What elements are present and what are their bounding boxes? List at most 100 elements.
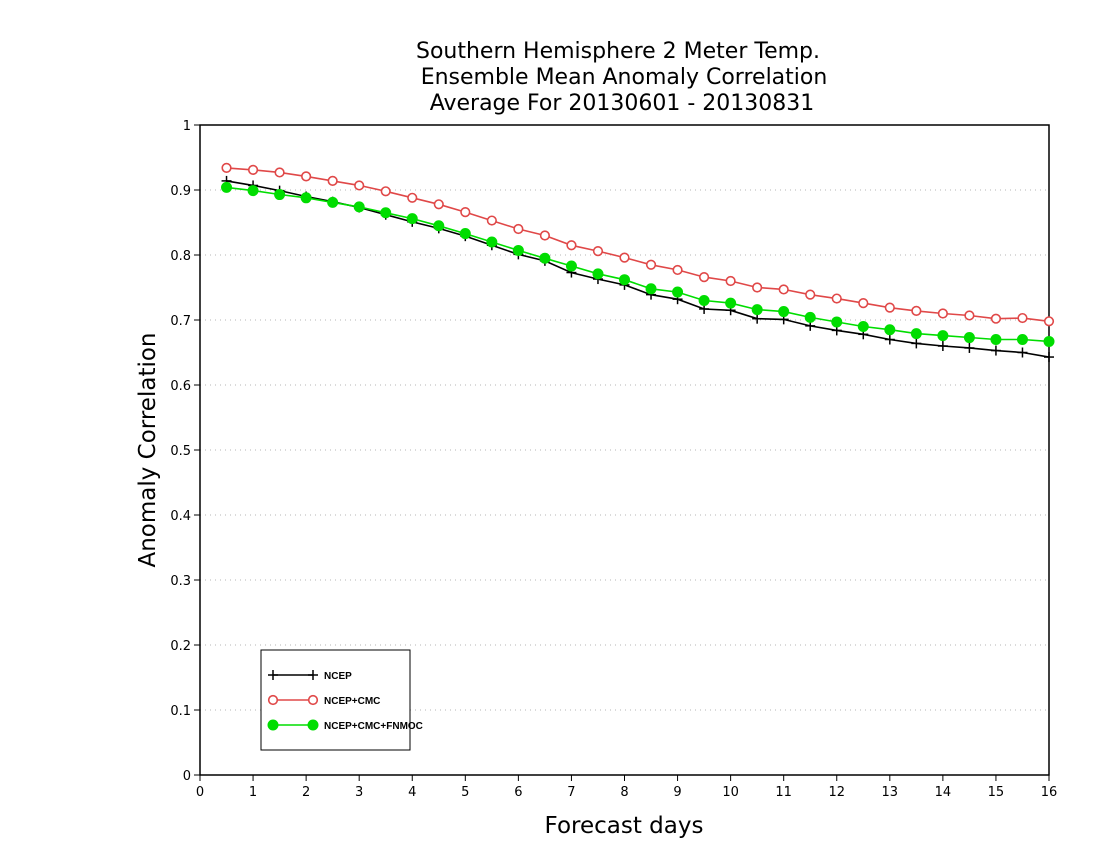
y-tick-label: 0.9 (170, 184, 191, 199)
data-point-filled-circle (247, 185, 259, 197)
axis-ticks: 00.10.20.30.40.50.60.70.80.910 1 2 3 4 5 6 7 8 9 1… (170, 119, 1057, 800)
data-point-filled-circle (459, 228, 471, 240)
legend-label: NCEP (324, 671, 352, 682)
data-point-plus (308, 670, 318, 680)
data-point-filled-circle (221, 181, 233, 193)
data-point-open-circle (407, 192, 418, 203)
x-tick-label: 1 (249, 785, 257, 800)
data-point-filled-circle (353, 201, 365, 213)
chart-title-line-3: Average For 20130601 - 20130831 (430, 91, 815, 116)
x-tick-label: 12 (828, 785, 845, 800)
data-point-open-circle (354, 180, 365, 191)
data-point-open-circle (221, 162, 232, 173)
data-point-plus (884, 334, 895, 345)
x-tick-label: 15 (988, 785, 1005, 800)
data-point-open-circle (301, 171, 312, 182)
data-point-filled-circle (327, 196, 339, 208)
data-point-filled-circle (1016, 334, 1028, 345)
y-tick-label: 1 (183, 119, 191, 134)
y-tick-label: 0.5 (170, 444, 191, 459)
data-point-open-circle (831, 293, 842, 304)
x-tick-label: 8 (620, 785, 628, 800)
data-point-plus (990, 345, 1001, 356)
data-point-open-circle (672, 264, 683, 276)
y-tick-label: 0.4 (170, 509, 191, 524)
y-tick-label: 0.6 (170, 379, 191, 394)
data-point-open-circle (725, 275, 736, 287)
data-point-filled-circle (619, 274, 630, 286)
y-tick-label: 0.1 (170, 704, 191, 719)
x-axis-title: Forecast days (545, 813, 704, 839)
data-point-open-circle (247, 164, 259, 175)
legend-entry: NCEP+CMC (267, 694, 380, 707)
y-axis-title: Anomaly Correlation (135, 332, 161, 567)
data-point-filled-circle (725, 297, 737, 309)
data-point-filled-circle (937, 330, 949, 342)
data-point-filled-circle (433, 220, 445, 232)
data-point-filled-circle (486, 236, 498, 248)
data-point-plus (1017, 347, 1028, 358)
series-line (226, 167, 1050, 323)
data-point-filled-circle (1043, 335, 1055, 347)
data-point-filled-circle (267, 719, 279, 731)
data-point-open-circle (1043, 316, 1055, 327)
data-point-filled-circle (380, 207, 392, 219)
data-point-filled-circle (539, 252, 551, 264)
data-point-filled-circle (406, 213, 418, 225)
y-tick-label: 0.7 (170, 314, 191, 329)
x-tick-label: 2 (302, 785, 310, 800)
data-point-filled-circle (963, 332, 975, 344)
data-point-open-circle (307, 694, 319, 706)
data-point-filled-circle (300, 192, 312, 204)
data-point-open-circle (327, 175, 338, 186)
y-tick-label: 0.8 (170, 249, 191, 264)
data-point-open-circle (460, 207, 471, 218)
data-point-open-circle (267, 694, 279, 706)
x-tick-label: 11 (775, 785, 792, 800)
data-point-open-circle (619, 252, 630, 263)
x-tick-label: 4 (408, 785, 416, 800)
data-point-filled-circle (645, 283, 657, 295)
data-point-open-circle (937, 308, 948, 319)
legend-entry: NCEP (268, 670, 352, 682)
data-point-filled-circle (751, 304, 763, 316)
data-point-filled-circle (884, 324, 896, 336)
y-tick-label: 0.3 (170, 574, 191, 589)
chart-title-line-1: Southern Hemisphere 2 Meter Temp. (416, 39, 820, 64)
data-point-plus (752, 313, 763, 324)
data-point-open-circle (486, 215, 497, 226)
data-point-open-circle (778, 284, 789, 295)
data-point-open-circle (380, 186, 391, 197)
data-point-filled-circle (274, 189, 286, 201)
data-point-open-circle (274, 167, 285, 178)
data-point-open-circle (539, 230, 551, 241)
legend-entry: NCEP+CMC+FNMOC (267, 719, 423, 732)
data-point-plus (911, 338, 922, 349)
data-point-plus (268, 670, 278, 680)
x-tick-label: 9 (673, 785, 681, 800)
data-point-filled-circle (698, 295, 710, 306)
legend-entries: NCEP NCEP+CMC NCEP+CMC+FNMOC (267, 670, 423, 732)
series-line (226, 186, 1050, 343)
y-tick-label: 0.2 (170, 639, 191, 654)
data-point-plus (937, 341, 948, 351)
x-tick-label: 3 (355, 785, 363, 800)
x-tick-label: 16 (1041, 785, 1058, 800)
data-point-filled-circle (831, 316, 843, 328)
data-point-open-circle (566, 240, 577, 251)
data-point-filled-circle (307, 719, 319, 731)
data-point-open-circle (433, 199, 444, 210)
data-point-filled-circle (990, 334, 1002, 345)
data-point-plus (1044, 352, 1054, 363)
data-point-filled-circle (565, 260, 577, 272)
data-point-open-circle (911, 305, 922, 317)
data-point-open-circle (592, 246, 604, 257)
series-ncep-cmc (221, 162, 1055, 327)
x-tick-label: 5 (461, 785, 469, 800)
data-point-filled-circle (512, 244, 524, 256)
grid-lines (200, 189, 1049, 711)
y-tick-label: 0 (183, 769, 191, 784)
data-point-open-circle (1017, 312, 1028, 324)
data-point-filled-circle (592, 268, 604, 280)
